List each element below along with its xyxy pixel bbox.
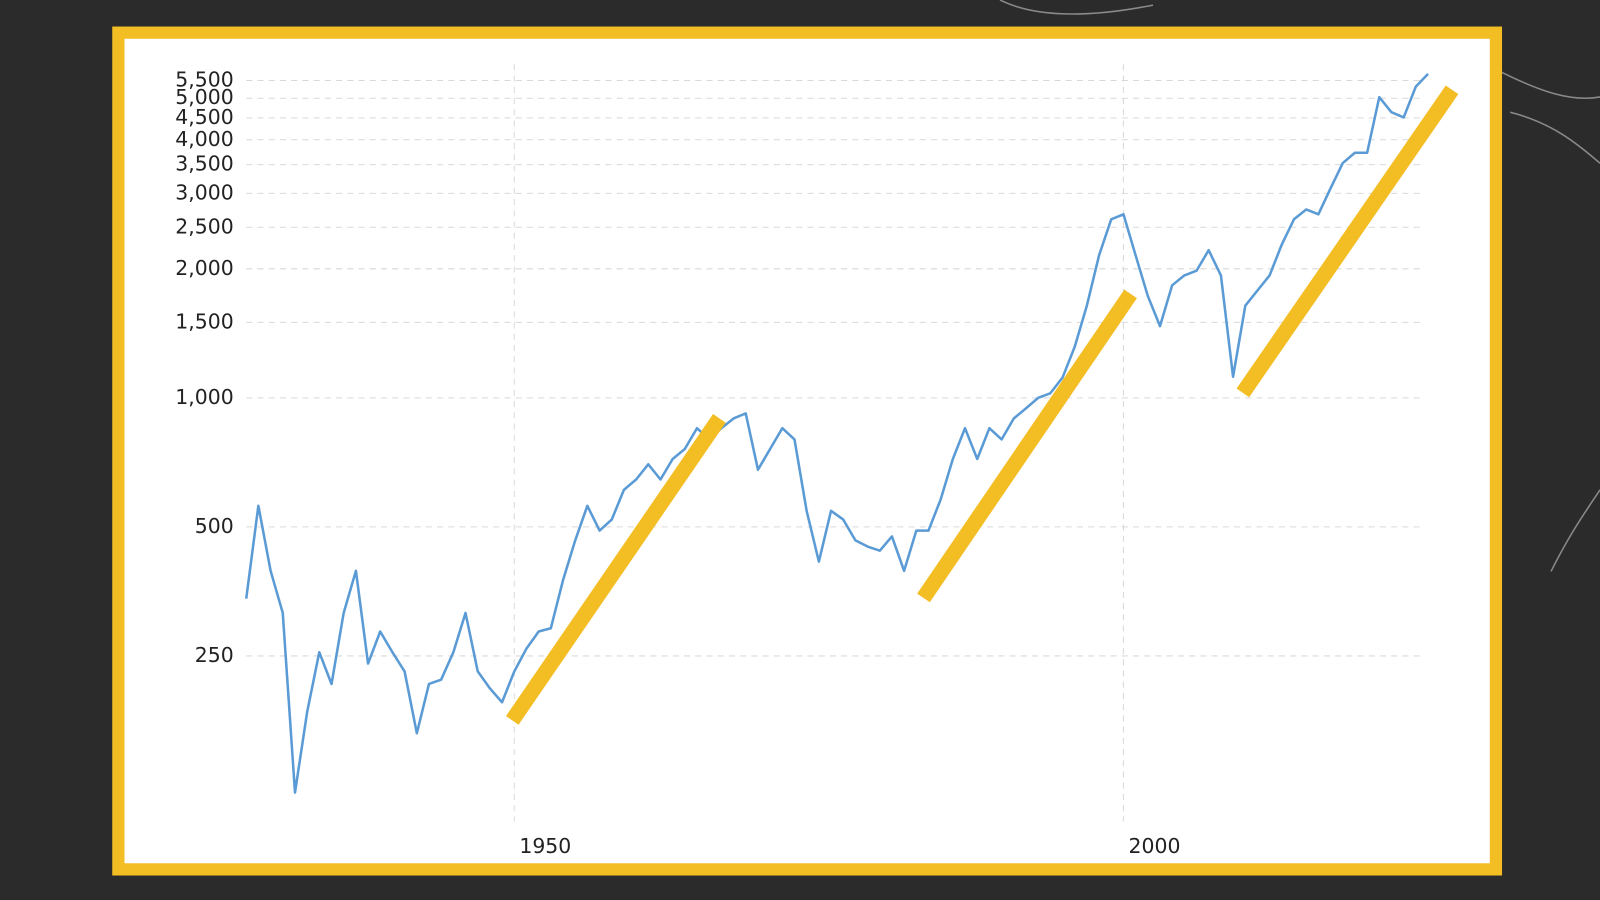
y-tick-label: 2,500 (175, 214, 233, 238)
plot-area: 250 500 1,000 1,500 2,000 2,500 3,000 3,5004,00… (175, 64, 1429, 858)
trend-line (1236, 85, 1459, 398)
y-tick-label: 3,500 (175, 152, 233, 176)
y-tick-label: 5,000 (175, 85, 233, 109)
x-tick-label: 1950 (519, 834, 571, 858)
y-tick-label: 4,500 (175, 105, 233, 129)
trend-highlights (505, 85, 1459, 725)
x-tick-label: 2000 (1129, 834, 1181, 858)
y-tick-label: 1,000 (175, 385, 233, 409)
y-tick-label: 500 (195, 514, 234, 538)
y-tick-label: 2,000 (175, 256, 233, 280)
yellow-frame (112, 26, 1503, 876)
data-line (244, 72, 1429, 794)
y-tick-label: 250 (195, 643, 234, 667)
chalk-scribble (999, 0, 1600, 572)
trend-line (917, 289, 1137, 603)
y-tick-label: 5,500 (175, 67, 233, 91)
y-tick-label: 1,500 (175, 309, 233, 333)
y-tick-label: 3,000 (175, 180, 233, 204)
y-tick-label: 4,000 (175, 127, 233, 151)
trend-line (505, 414, 726, 725)
